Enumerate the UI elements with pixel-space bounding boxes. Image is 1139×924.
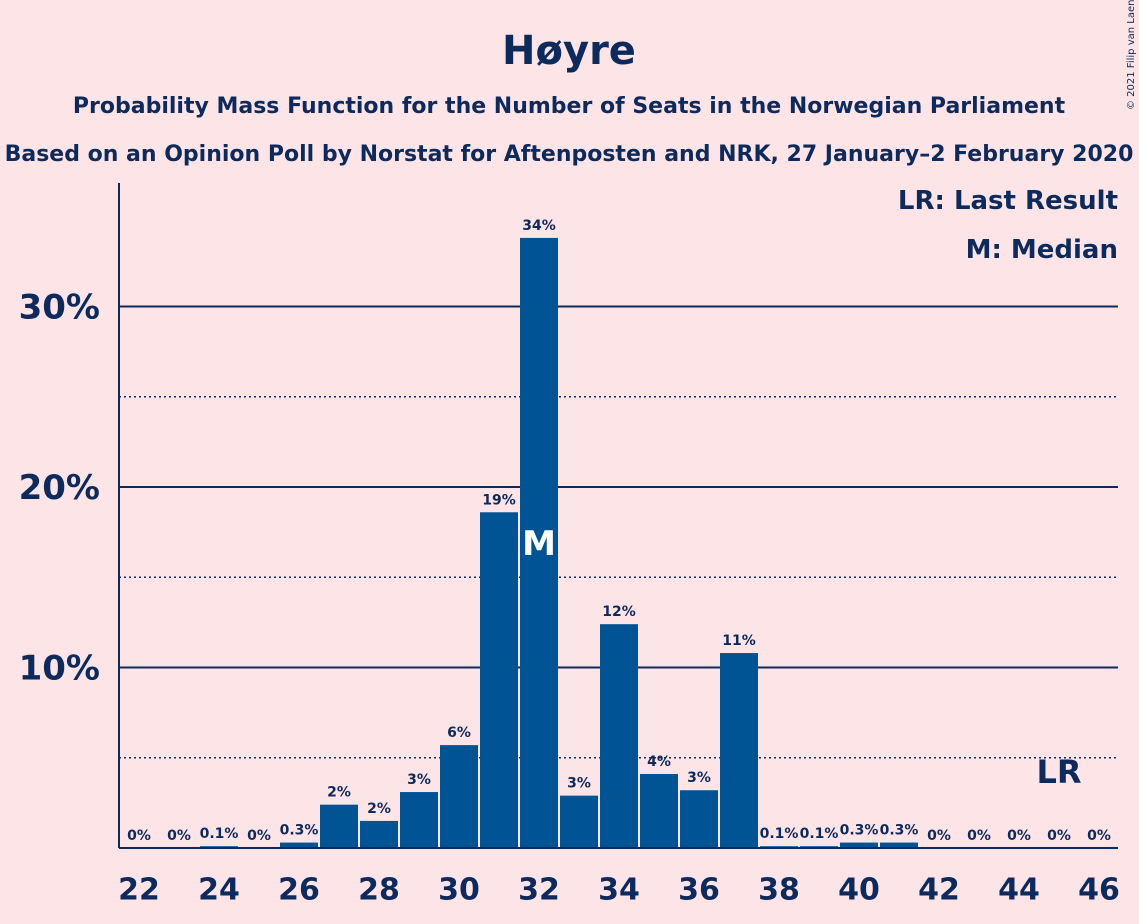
data-label-30: 6% <box>447 725 471 741</box>
data-label-22: 0% <box>127 828 151 844</box>
median-marker: M <box>522 524 556 564</box>
x-tick-label-28: 28 <box>358 873 400 908</box>
y-tick-label-30: 30% <box>19 288 100 328</box>
bar-41 <box>880 842 918 848</box>
data-label-37: 11% <box>722 633 756 649</box>
x-tick-label-26: 26 <box>278 873 320 908</box>
data-label-43: 0% <box>967 828 991 844</box>
data-label-31: 19% <box>482 492 516 508</box>
bar-31 <box>480 512 518 848</box>
x-tick-label-46: 46 <box>1078 873 1120 908</box>
data-label-46: 0% <box>1087 828 1111 844</box>
data-label-27: 2% <box>327 785 351 801</box>
data-labels: 0% 0% 0.1% 0% 0.3% 2% 2% 3% 6% 19% 34% 3% 12% 4% 3% 11%… <box>127 218 1111 844</box>
bar-29 <box>400 792 438 848</box>
data-label-26: 0.3% <box>280 823 319 839</box>
data-label-41: 0.3% <box>880 823 919 839</box>
data-label-34: 12% <box>602 604 636 620</box>
data-label-33: 3% <box>567 776 591 792</box>
bar-33 <box>560 795 598 848</box>
data-label-40: 0.3% <box>840 823 879 839</box>
x-tick-label-38: 38 <box>758 873 800 908</box>
data-label-24: 0.1% <box>200 826 239 842</box>
data-label-23: 0% <box>167 828 191 844</box>
data-label-28: 2% <box>367 801 391 817</box>
y-axis-ticks: 10% 20% 30% <box>19 288 100 689</box>
bar-27 <box>320 804 358 848</box>
data-label-39: 0.1% <box>800 826 839 842</box>
x-tick-label-40: 40 <box>838 873 880 908</box>
bar-30 <box>440 745 478 848</box>
bar-37 <box>720 653 758 848</box>
bar-26 <box>280 842 318 848</box>
y-tick-label-20: 20% <box>19 468 100 508</box>
x-tick-label-34: 34 <box>598 873 640 908</box>
last-result-marker: LR <box>1036 753 1081 791</box>
legend-last-result: LR: Last Result <box>898 186 1118 216</box>
x-tick-label-32: 32 <box>518 873 560 908</box>
data-label-45: 0% <box>1047 828 1071 844</box>
bar-32 <box>520 237 558 848</box>
x-axis-ticks: 22 24 26 28 30 32 34 36 38 40 42 44 46 <box>118 873 1120 908</box>
x-tick-label-42: 42 <box>918 873 960 908</box>
x-tick-label-36: 36 <box>678 873 720 908</box>
data-label-35: 4% <box>647 754 671 770</box>
data-label-25: 0% <box>247 828 271 844</box>
bar-40 <box>840 842 878 848</box>
x-tick-label-24: 24 <box>198 873 240 908</box>
x-tick-label-22: 22 <box>118 873 160 908</box>
chart-title: Høyre <box>502 28 636 74</box>
data-label-38: 0.1% <box>760 826 799 842</box>
gridlines <box>119 305 1118 759</box>
y-tick-label-10: 10% <box>19 649 100 689</box>
data-label-32: 34% <box>522 218 556 234</box>
data-label-36: 3% <box>687 770 711 786</box>
bar-35 <box>640 773 678 848</box>
bar-28 <box>360 820 398 848</box>
x-tick-label-30: 30 <box>438 873 480 908</box>
bars <box>200 237 918 848</box>
bar-36 <box>680 790 718 848</box>
copyright: © 2021 Filip van Laenen <box>1126 0 1137 110</box>
bar-34 <box>600 624 638 848</box>
chart-subtitle-2: Based on an Opinion Poll by Norstat for … <box>5 142 1134 167</box>
legend-median: M: Median <box>966 235 1118 265</box>
data-label-29: 3% <box>407 772 431 788</box>
x-tick-label-44: 44 <box>998 873 1040 908</box>
chart-subtitle: Probability Mass Function for the Number… <box>73 94 1066 119</box>
data-label-42: 0% <box>927 828 951 844</box>
data-label-44: 0% <box>1007 828 1031 844</box>
